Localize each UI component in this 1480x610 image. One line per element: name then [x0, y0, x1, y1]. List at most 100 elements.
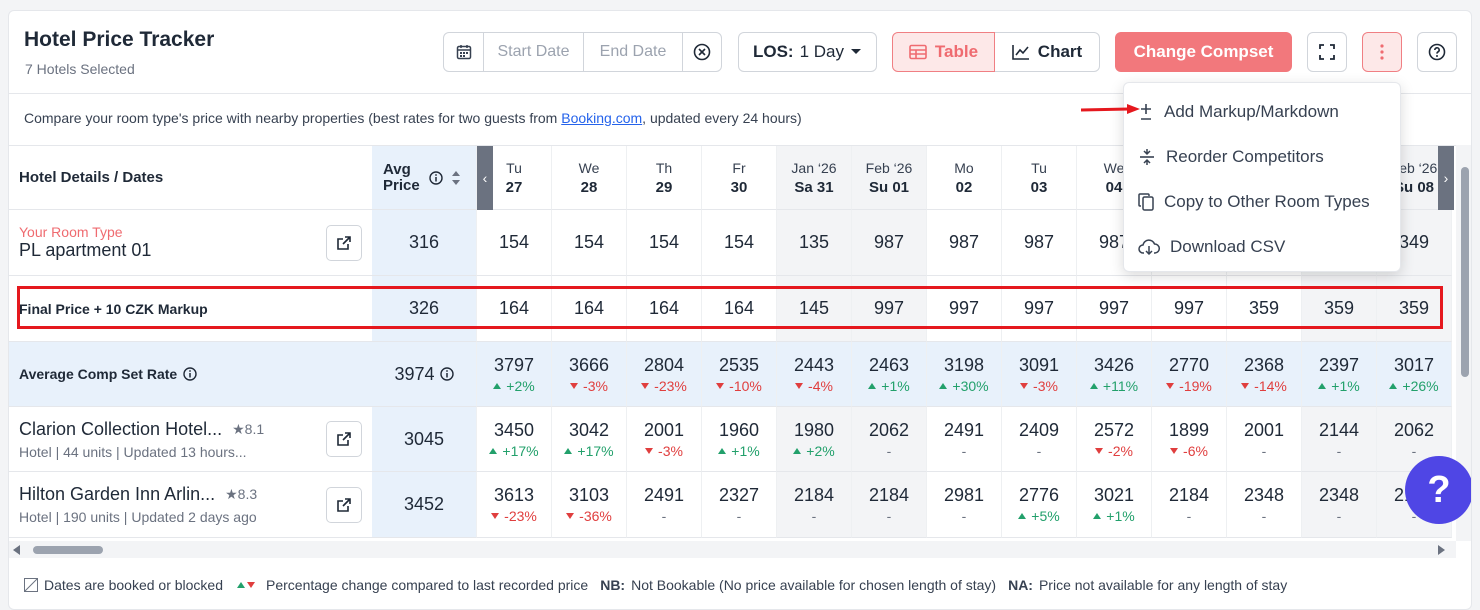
down-arrow-icon — [1170, 447, 1179, 454]
price-table: Hotel Details / Dates Avg Price Tu 27 We 28… — [9, 145, 1456, 541]
los-dropdown[interactable]: LOS: 1 Day — [738, 32, 877, 72]
change-compset-button[interactable]: Change Compset — [1115, 32, 1292, 72]
info-icon — [439, 367, 454, 381]
price-cell: 145 — [777, 276, 852, 342]
up-arrow-icon — [793, 447, 802, 454]
price-cell: 359 — [1377, 276, 1452, 342]
question-circle-icon — [1428, 43, 1446, 61]
price-cell: 3017 +26% — [1377, 342, 1452, 407]
date-header-dow: Th — [655, 159, 673, 176]
price-cell: 2062- — [852, 407, 927, 472]
end-date-input[interactable]: End Date — [584, 33, 683, 71]
chart-view-button[interactable]: Chart — [995, 32, 1100, 72]
date-header-dow: Jan ‘26 — [791, 159, 837, 176]
cloud-download-icon — [1138, 238, 1160, 255]
help-button[interactable] — [1417, 32, 1457, 72]
up-arrow-icon — [1318, 382, 1327, 389]
price-cell: 2804 -23% — [627, 342, 702, 407]
scroll-left-arrow-icon[interactable] — [13, 545, 21, 555]
hotels-selected-count: 7 Hotels Selected — [25, 61, 135, 77]
date-header-dow: Mo — [954, 159, 974, 176]
menu-item-copy[interactable]: Copy to Other Room Types — [1124, 179, 1400, 224]
date-header: We 28 — [552, 146, 627, 210]
date-header-dow: Tu — [1031, 159, 1047, 176]
price-tracker-card: Hotel Price Tracker 7 Hotels Selected St… — [8, 10, 1472, 610]
down-arrow-icon — [491, 513, 500, 519]
scroll-right-arrow-icon[interactable] — [1437, 545, 1445, 555]
horizontal-scrollbar[interactable] — [9, 541, 1456, 558]
date-header-dow: Feb ‘26 — [865, 159, 913, 176]
price-cell: 2572 -2% — [1077, 407, 1152, 472]
price-cell: 997 — [1077, 276, 1152, 342]
menu-item-add-markup[interactable]: Add Markup/Markdown — [1124, 89, 1400, 134]
date-header-dow: We — [578, 159, 600, 176]
hotel-name[interactable]: Clarion Collection Hotel... — [19, 418, 223, 439]
open-external-button[interactable] — [326, 421, 362, 457]
date-header-day: Sa 31 — [794, 178, 834, 196]
vertical-scrollbar[interactable] — [1456, 145, 1471, 541]
up-arrow-icon — [1093, 513, 1102, 519]
markup-label: Final Price + 10 CZK Markup — [19, 300, 208, 317]
avg-price-cell: 326 — [372, 276, 477, 342]
avg-price-cell: 316 — [372, 210, 477, 276]
info-icon — [183, 367, 197, 381]
up-arrow-icon — [1089, 382, 1098, 389]
header-divider — [9, 93, 1471, 94]
price-cell: 2348- — [1227, 472, 1302, 538]
price-cell: 2491- — [927, 407, 1002, 472]
avg-comp-set-label-cell: Average Comp Set Rate — [9, 342, 372, 407]
col-header-hotel: Hotel Details / Dates — [9, 146, 372, 210]
clear-dates-icon[interactable] — [683, 33, 721, 71]
menu-item-reorder[interactable]: Reorder Competitors — [1124, 134, 1400, 179]
table-view-button[interactable]: Table — [892, 32, 995, 72]
price-cell: 3666 -3% — [552, 342, 627, 407]
date-header-day: Su 08 — [1393, 178, 1435, 196]
more-options-button[interactable] — [1362, 32, 1402, 72]
sort-icon[interactable] — [451, 170, 461, 186]
price-cell: 2327- — [702, 472, 777, 538]
date-header: Jan ‘26 Sa 31 — [777, 146, 852, 210]
star-icon: ★ — [232, 420, 245, 437]
hotel-name[interactable]: Hilton Garden Inn Arlin... — [19, 484, 216, 504]
calendar-icon[interactable] — [444, 33, 484, 71]
price-cell: 2463 +1% — [852, 342, 927, 407]
price-cell: 1980 +2% — [777, 407, 852, 472]
up-arrow-icon — [564, 447, 573, 454]
page-title: Hotel Price Tracker — [24, 28, 215, 51]
up-arrow-icon — [493, 382, 502, 389]
fullscreen-button[interactable] — [1307, 32, 1347, 72]
booking-link[interactable]: Booking.com — [561, 110, 643, 126]
scroll-dates-left-icon[interactable]: ‹ — [477, 146, 493, 210]
date-header-day: 28 — [580, 178, 598, 196]
open-external-button[interactable] — [326, 486, 362, 523]
price-cell: 164 — [477, 276, 552, 342]
open-external-button[interactable] — [326, 224, 362, 261]
price-cell: 3797 +2% — [477, 342, 552, 407]
date-header-day: 02 — [955, 178, 973, 196]
los-value: 1 Day — [799, 42, 845, 61]
price-cell: 987 — [1002, 210, 1077, 276]
price-cell: 2348- — [1302, 472, 1377, 538]
horizontal-scroll-thumb[interactable] — [33, 546, 103, 554]
down-arrow-icon — [570, 382, 579, 389]
up-arrow-icon — [939, 382, 948, 389]
competitor-hotel-cell: Clarion Collection Hotel... ★8.1 Hotel | 4… — [9, 407, 372, 472]
markup-row-label: Final Price + 10 CZK Markup — [9, 276, 372, 342]
date-header-day: 29 — [655, 178, 673, 196]
down-arrow-icon — [716, 382, 725, 389]
price-cell: 164 — [552, 276, 627, 342]
scroll-dates-right-icon[interactable]: › — [1438, 146, 1454, 210]
price-cell: 997 — [1002, 276, 1077, 342]
help-chat-button[interactable]: ? — [1405, 456, 1471, 524]
col-header-avg-price[interactable]: Avg Price — [372, 146, 477, 210]
start-date-input[interactable]: Start Date — [484, 33, 584, 71]
menu-item-download-csv[interactable]: Download CSV — [1124, 224, 1400, 269]
vertical-scroll-thumb[interactable] — [1461, 167, 1469, 377]
table-icon — [909, 44, 927, 60]
down-arrow-icon — [1241, 382, 1250, 389]
price-cell: 3198 +30% — [927, 342, 1002, 407]
date-range-picker[interactable]: Start Date End Date — [443, 32, 722, 72]
down-arrow-icon — [1020, 382, 1029, 389]
price-cell: 2184- — [777, 472, 852, 538]
hotel-meta: Hotel | 44 units | Updated 13 hours... — [19, 443, 247, 460]
